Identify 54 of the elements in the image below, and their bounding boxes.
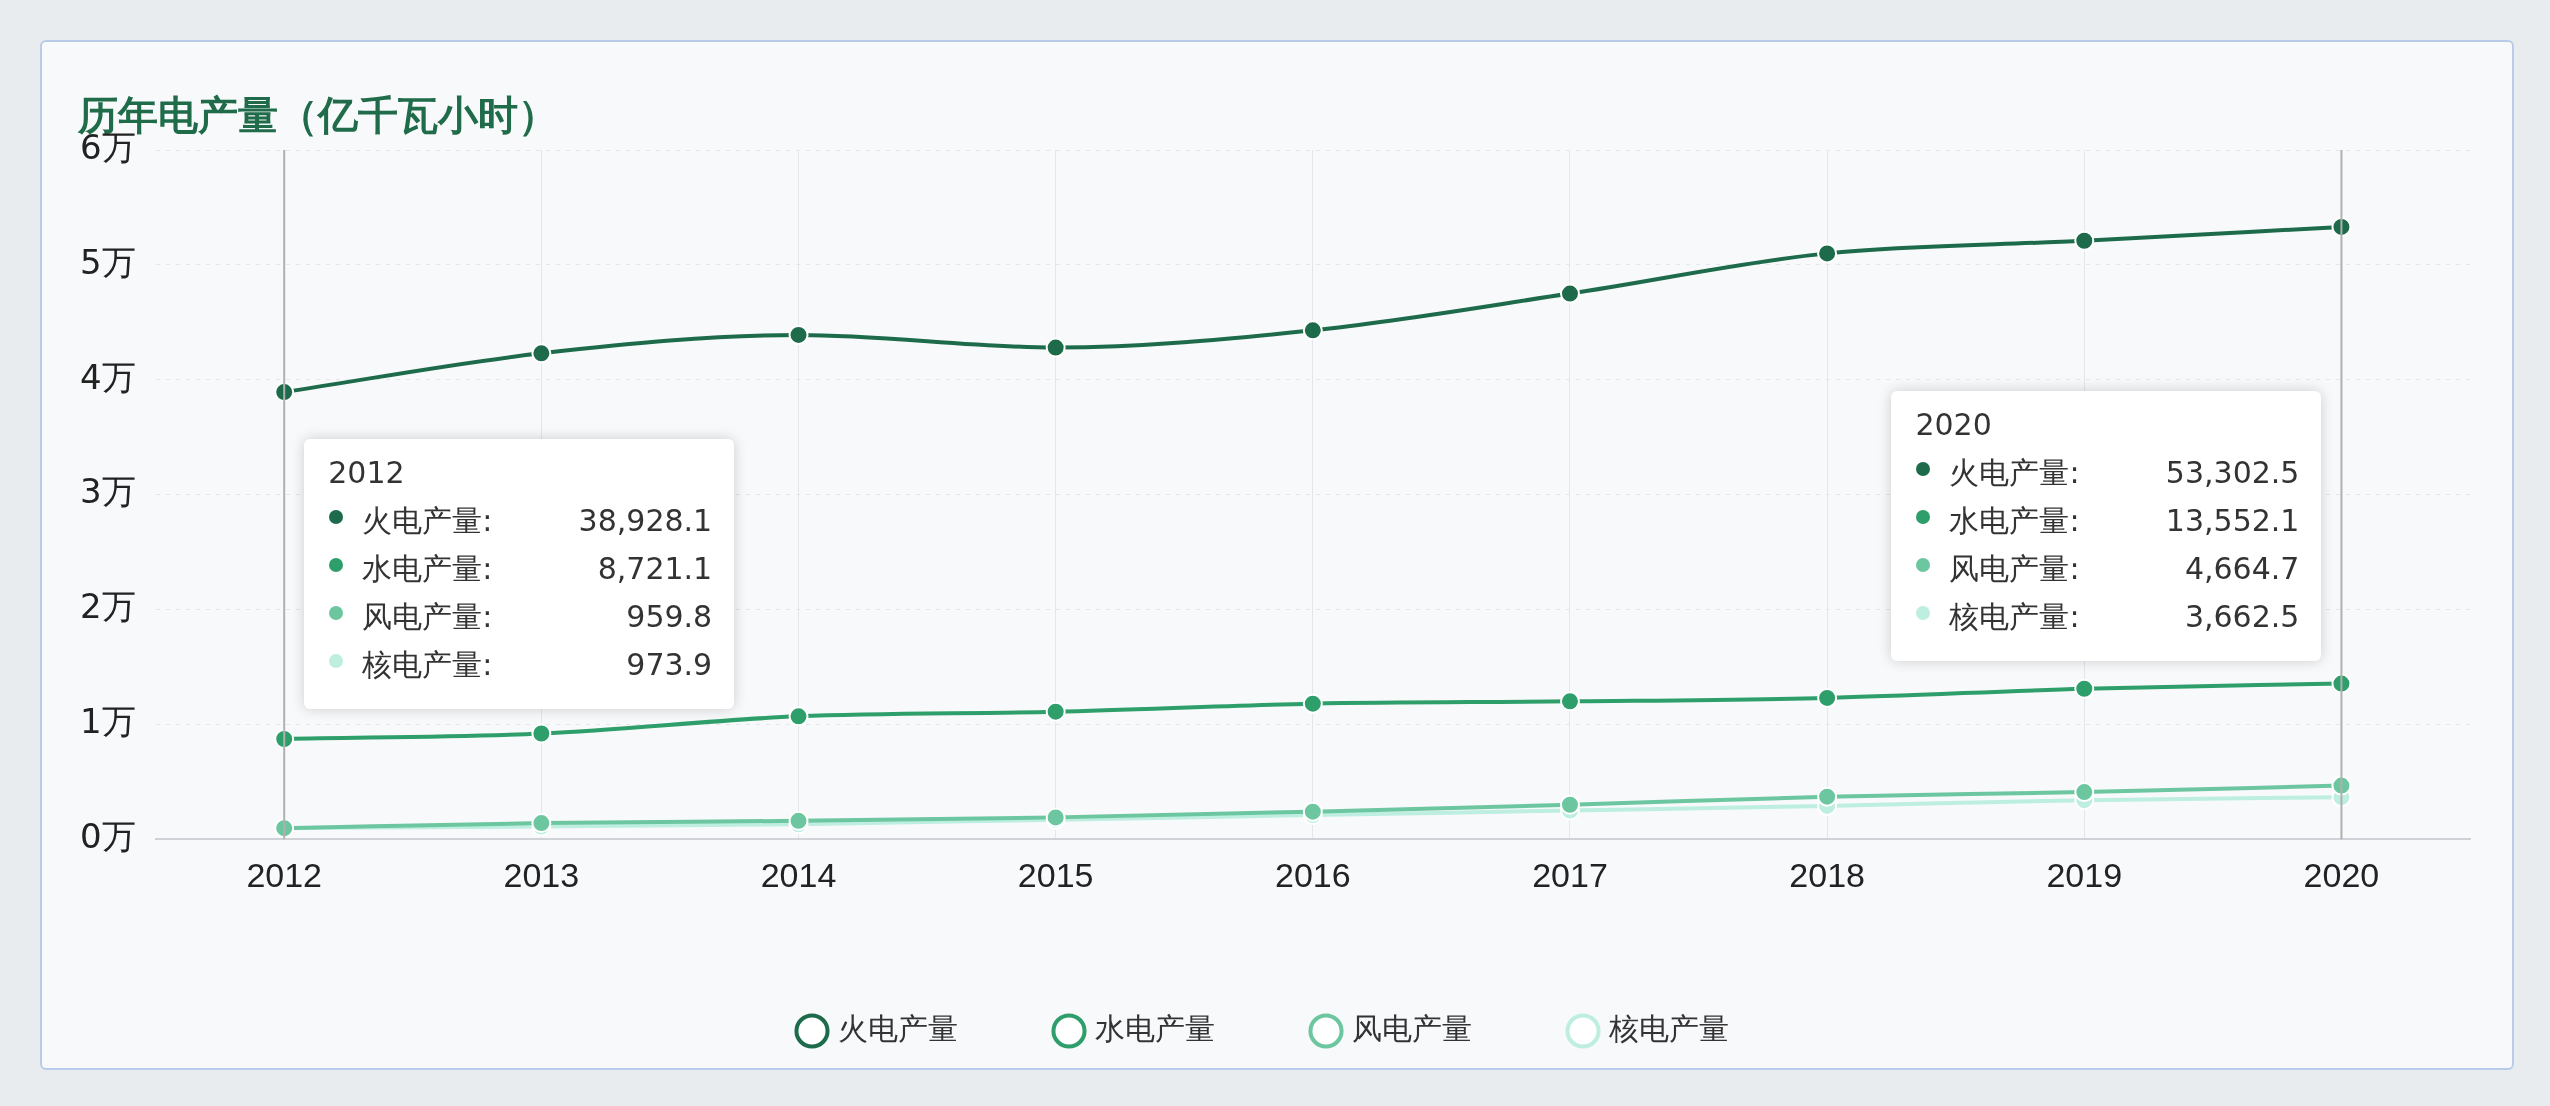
annotation: 13,552.1: [2165, 502, 2300, 541]
annotation: 2020: [1915, 406, 1992, 445]
point: [531, 343, 552, 364]
x-tick-label: 2020: [2303, 855, 2380, 894]
y-tick-label: 4万: [79, 356, 136, 397]
x-tick-label: 2013: [503, 855, 580, 894]
annotation: 4,664.7: [2184, 550, 2300, 589]
point: [1302, 693, 1323, 714]
annotation: 水电产量:: [1949, 502, 2080, 541]
point: [2074, 230, 2095, 251]
point: [531, 723, 552, 744]
point: [1817, 687, 1838, 708]
annotation: 8,721.1: [597, 550, 713, 589]
annotation: 火电产量:: [1949, 454, 2080, 493]
annotation: 3,662.5: [2184, 598, 2300, 637]
point: [1045, 337, 1066, 358]
point: [1045, 701, 1066, 722]
x-tick-label: 2015: [1017, 855, 1094, 894]
point: [788, 706, 809, 727]
x-tick-label: 2018: [1789, 855, 1865, 894]
point: [2074, 782, 2095, 803]
annotation: 核电产量:: [1949, 598, 2080, 637]
annotation: 38,928.1: [578, 502, 713, 541]
annotation: 53,302.5: [2165, 454, 2300, 493]
point: [1817, 786, 1838, 807]
annotation: 风电产量:: [362, 598, 493, 637]
annotation: 2012: [328, 454, 405, 493]
x-tick-label: 2012: [246, 855, 323, 894]
y-tick-label: 0万: [79, 816, 136, 857]
annotation: 核电产量:: [362, 646, 493, 685]
x-tick-label: 2014: [760, 855, 837, 894]
point: [1559, 691, 1580, 712]
legend-label: 核电产量: [1608, 1010, 1729, 1046]
annotation: 水电产量:: [362, 550, 493, 589]
x-tick-label: 2019: [2046, 855, 2123, 894]
point: [1559, 283, 1580, 304]
legend-label: 水电产量: [1095, 1010, 1215, 1046]
legend-label: 风电产量: [1352, 1010, 1472, 1046]
point: [788, 324, 809, 345]
x-tick-label: 2016: [1275, 855, 1351, 894]
point: [2074, 678, 2095, 699]
y-tick-label: 5万: [79, 241, 136, 282]
legend-label: 火电产量: [838, 1010, 958, 1046]
annotation: 风电产量:: [1949, 550, 2080, 589]
point: [1559, 794, 1580, 815]
annotation: 火电产量:: [362, 502, 493, 541]
annotation: 973.9: [626, 646, 713, 685]
y-tick-label: 3万: [79, 471, 136, 512]
x-tick-label: 2017: [1532, 855, 1608, 894]
point: [1817, 243, 1838, 264]
annotation: 959.8: [626, 598, 713, 637]
point: [1302, 320, 1323, 341]
y-tick-label: 1万: [79, 701, 136, 742]
y-tick-label: 2万: [79, 586, 136, 627]
